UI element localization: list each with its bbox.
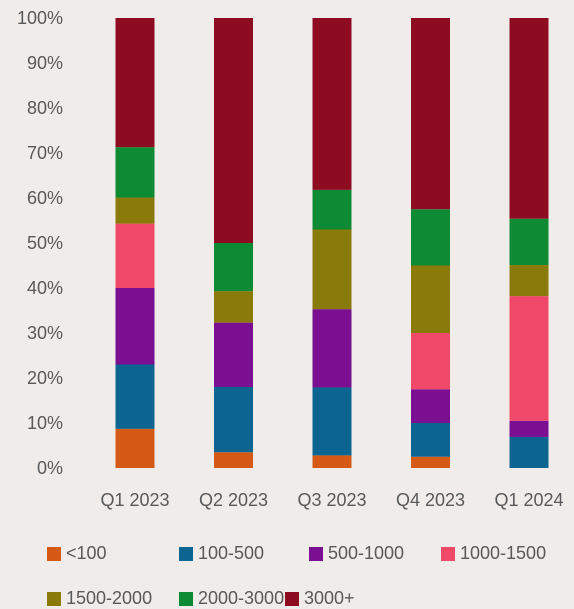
- bar-segment: [411, 265, 450, 333]
- legend-item: 1000-1500: [441, 543, 546, 564]
- x-tick-label: Q1 2024: [494, 490, 563, 510]
- legend-label: <100: [66, 543, 107, 563]
- bar-segment: [115, 364, 155, 429]
- plot-area: [115, 18, 549, 468]
- bar-segment: [312, 18, 352, 190]
- legend-label: 2000-3000: [198, 588, 285, 608]
- x-tick-label: Q1 2023: [100, 490, 169, 510]
- legend-item: 100-500: [179, 543, 264, 564]
- bar-segment: [312, 309, 352, 388]
- bar-segment: [214, 18, 253, 243]
- y-tick-label: 80%: [27, 98, 63, 118]
- bar-segment: [312, 229, 352, 310]
- y-tick-label: 90%: [27, 53, 63, 73]
- legend-item: 500-1000: [309, 543, 404, 564]
- bar-segment: [411, 18, 450, 210]
- bar-segment: [214, 243, 253, 292]
- bar-segment: [214, 322, 253, 387]
- bar-segment: [411, 209, 450, 266]
- y-tick-label: 10%: [27, 413, 63, 433]
- legend-swatch: [179, 591, 193, 606]
- bar-segment: [411, 389, 450, 423]
- legend-swatch: [309, 546, 323, 561]
- x-tick-label: Q4 2023: [396, 490, 465, 510]
- bar-segment: [115, 223, 155, 288]
- y-tick-label: 100%: [17, 8, 63, 28]
- y-tick-label: 50%: [27, 233, 63, 253]
- y-tick-label: 70%: [27, 143, 63, 163]
- y-tick-label: 30%: [27, 323, 63, 343]
- y-tick-label: 20%: [27, 368, 63, 388]
- x-tick-label: Q2 2023: [199, 490, 268, 510]
- bar-segment: [214, 387, 253, 453]
- bar-segment: [115, 147, 155, 198]
- bar-segment: [115, 428, 155, 468]
- bar-segment: [411, 456, 450, 468]
- stacked-bar-chart: 0% 10% 20% 30% 40% 50% 60% 70% 80% 90% 100% Q1 202…: [17, 8, 564, 510]
- bar-segment: [115, 18, 155, 148]
- x-tick-label: Q3 2023: [297, 490, 366, 510]
- x-axis: Q1 2023 Q2 2023 Q3 2023 Q4 2023 Q1 2024: [100, 490, 563, 510]
- bar-segment: [509, 296, 549, 421]
- legend-swatch: [47, 546, 61, 561]
- legend-label: 1500-2000: [66, 588, 153, 608]
- legend-item: <100: [47, 543, 107, 564]
- legend-item: 3000+: [285, 588, 355, 609]
- legend-item: 1500-2000: [47, 588, 152, 609]
- legend-label: 100-500: [198, 543, 265, 563]
- bar-segment: [115, 288, 155, 365]
- legend-label: 3000+: [304, 588, 355, 608]
- legend-swatch: [179, 546, 193, 561]
- bar-segment: [411, 423, 450, 457]
- bar-segment: [509, 218, 549, 266]
- bar-segment: [509, 420, 549, 437]
- y-tick-label: 60%: [27, 188, 63, 208]
- bar-segment: [312, 189, 352, 230]
- legend-item: 2000-3000: [179, 588, 284, 609]
- bar-segment: [214, 452, 253, 468]
- legend-swatch: [441, 546, 455, 561]
- legend-label: 1000-1500: [460, 543, 547, 563]
- legend-swatch: [285, 591, 299, 606]
- bar-segment: [115, 197, 155, 224]
- bar-segment: [509, 265, 549, 297]
- bar-segment: [509, 18, 549, 219]
- y-axis: 0% 10% 20% 30% 40% 50% 60% 70% 80% 90% 100%: [17, 8, 63, 478]
- bar-segment: [509, 436, 549, 468]
- y-tick-label: 40%: [27, 278, 63, 298]
- legend-label: 500-1000: [328, 543, 405, 563]
- bar-segment: [312, 387, 352, 456]
- y-tick-label: 0%: [37, 458, 63, 478]
- bar-segment: [411, 333, 450, 390]
- legend-swatch: [47, 591, 61, 606]
- bar-segment: [214, 291, 253, 323]
- bar-segment: [312, 455, 352, 468]
